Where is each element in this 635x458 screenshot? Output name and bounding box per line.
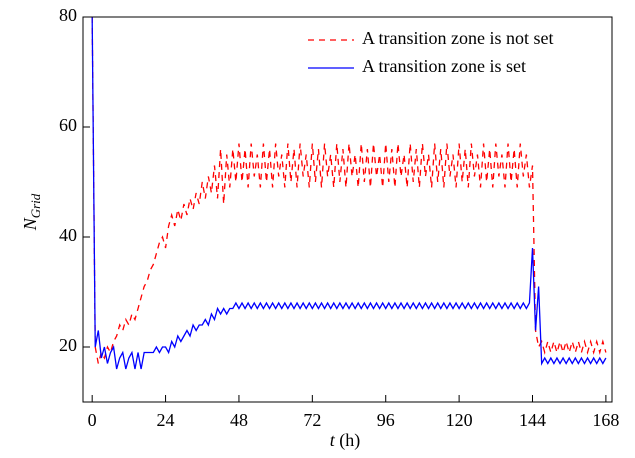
x-tick-label: 168 [592,410,619,430]
x-tick-label: 48 [230,410,248,430]
y-tick-label: 80 [59,5,77,25]
x-label-unit: (h) [335,430,361,451]
x-tick-label: 144 [519,410,546,430]
legend-label: A transition zone is not set [362,28,553,48]
y-label-var: N [20,217,40,231]
x-tick-label: 120 [446,410,473,430]
x-label-var: t [330,430,336,450]
x-axis-label: t (h) [330,430,361,451]
y-tick-label: 20 [59,335,77,355]
x-tick-label: 24 [157,410,175,430]
plot-frame [82,16,613,403]
y-axis-label: NGrid [20,193,43,231]
y-tick-label: 40 [59,225,77,245]
y-label-sub: Grid [28,193,43,218]
x-tick-label: 72 [303,410,321,430]
series-line [91,17,607,370]
x-tick-label: 96 [377,410,395,430]
series-line [91,17,607,364]
y-tick-label: 60 [59,115,77,135]
x-tick-label: 0 [88,410,97,430]
legend-label: A transition zone is set [362,56,526,76]
